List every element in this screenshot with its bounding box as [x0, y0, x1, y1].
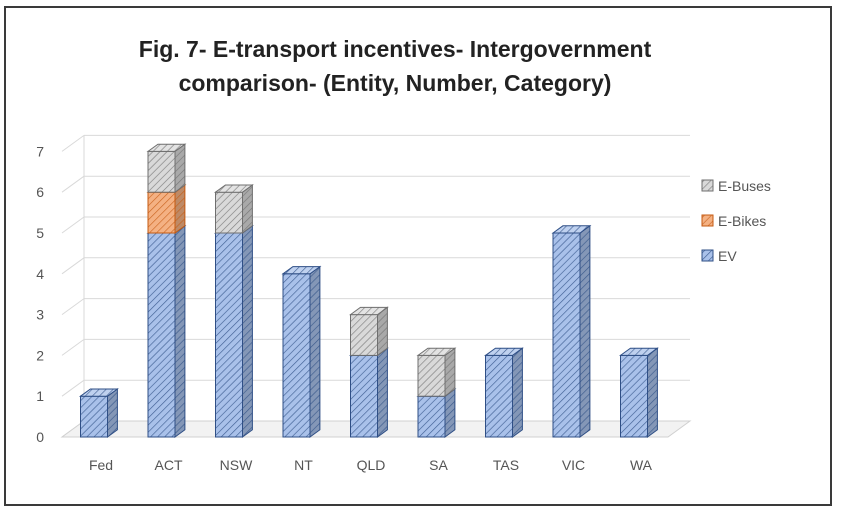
- bar-stack-tas: [483, 347, 524, 438]
- y-tick-label: 3: [36, 307, 44, 323]
- y-tick-label: 6: [36, 184, 44, 200]
- bar-segment-ev-act: [146, 224, 187, 438]
- y-tick-label: 1: [36, 388, 44, 404]
- bar-stack-qld: [348, 306, 389, 438]
- bar-segment-e-buses-qld: [348, 306, 389, 357]
- y-tick-label: 5: [36, 225, 44, 241]
- bar-stack-vic: [551, 224, 592, 438]
- legend-swatch: [701, 214, 714, 227]
- bar-stack-nt: [281, 265, 322, 438]
- legend-swatch: [701, 179, 714, 192]
- y-tick-label: 0: [36, 429, 44, 445]
- x-tick-label: QLD: [357, 457, 386, 473]
- x-tick-label: WA: [630, 457, 653, 473]
- y-tick-label: 2: [36, 347, 44, 363]
- y-tick-label: 4: [36, 266, 44, 282]
- bar-segment-ev-nsw: [213, 224, 254, 438]
- bar-segment-e-buses-nsw: [213, 184, 254, 234]
- x-tick-label: SA: [429, 457, 448, 473]
- y-tick-label: 7: [36, 143, 44, 159]
- legend-item-e-buses: E-Buses: [701, 178, 771, 194]
- x-tick-label: NSW: [220, 457, 253, 473]
- chart-title-line-2: comparison- (Entity, Number, Category): [178, 70, 612, 96]
- bar-stack-act: [146, 143, 187, 438]
- chart-title: Fig. 7- E-transport incentives- Intergov…: [0, 32, 790, 100]
- bar-segment-ev-wa: [618, 347, 659, 438]
- bar-segment-ev-fed: [78, 388, 119, 438]
- legend-swatch: [701, 249, 714, 262]
- legend-item-e-bikes: E-Bikes: [701, 213, 766, 229]
- bar-segment-ev-vic: [551, 224, 592, 438]
- bar-segment-e-buses-act: [146, 143, 187, 194]
- bar-stack-wa: [618, 347, 659, 438]
- legend-label: E-Bikes: [718, 213, 766, 229]
- bar-stack-fed: [78, 388, 119, 438]
- bar-stack-nsw: [213, 184, 254, 438]
- bar-segment-ev-tas: [483, 347, 524, 438]
- x-tick-label: VIC: [562, 457, 585, 473]
- legend-label: E-Buses: [718, 178, 771, 194]
- x-tick-label: TAS: [493, 457, 519, 473]
- x-tick-label: ACT: [155, 457, 183, 473]
- chart-title-line-1: Fig. 7- E-transport incentives- Intergov…: [138, 36, 652, 62]
- bar-segment-e-buses-sa: [416, 347, 457, 398]
- bar-stack-sa: [416, 347, 457, 438]
- x-tick-label: NT: [294, 457, 313, 473]
- bar-segment-ev-nt: [281, 265, 322, 438]
- legend-item-ev: EV: [701, 248, 737, 264]
- legend-label: EV: [718, 248, 737, 264]
- x-tick-label: Fed: [89, 457, 113, 473]
- bar-segment-ev-qld: [348, 347, 389, 438]
